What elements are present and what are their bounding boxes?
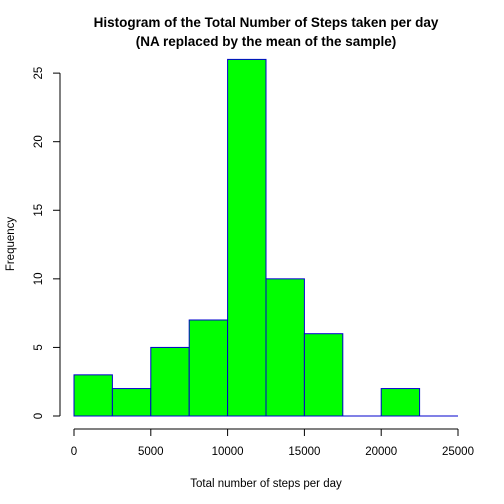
x-axis-label: Total number of steps per day xyxy=(190,478,342,490)
histogram-bar-2 xyxy=(150,346,190,417)
y-tick-label-2: 10 xyxy=(33,272,45,285)
chart-title: Histogram of the Total Number of Steps t… xyxy=(94,15,439,30)
bars-group xyxy=(73,58,458,417)
x-tick-label-0: 0 xyxy=(71,446,77,458)
x-tick-label-2: 10000 xyxy=(212,446,244,458)
x-axis: 0 5000 10000 15000 20000 25000 xyxy=(71,428,474,458)
histogram-bar-5 xyxy=(265,278,305,417)
histogram-bar-4 xyxy=(227,58,267,417)
histogram-bar-6 xyxy=(303,333,344,417)
histogram-bar-8 xyxy=(380,388,421,417)
x-tick-label-5: 25000 xyxy=(442,446,474,458)
chart-subtitle: (NA replaced by the mean of the sample) xyxy=(136,34,397,49)
y-tick-label-5: 25 xyxy=(33,67,45,80)
x-tick-label-1: 5000 xyxy=(138,446,164,458)
y-axis-label: Frequency xyxy=(5,217,17,272)
histogram-bar-3 xyxy=(188,319,229,417)
x-tick-label-4: 20000 xyxy=(365,446,397,458)
y-tick-label-0: 0 xyxy=(33,413,45,419)
histogram-bar-0 xyxy=(73,374,113,417)
x-tick-label-3: 15000 xyxy=(288,446,320,458)
histogram-bar-1 xyxy=(111,388,152,417)
y-axis: 0 5 10 15 20 25 xyxy=(33,67,61,419)
y-tick-label-3: 15 xyxy=(33,204,45,217)
y-tick-label-1: 5 xyxy=(33,344,45,350)
y-tick-label-4: 20 xyxy=(33,135,45,148)
